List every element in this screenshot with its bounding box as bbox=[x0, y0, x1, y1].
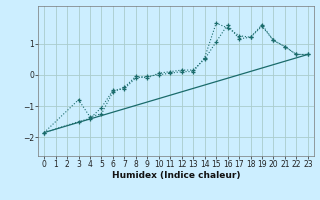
X-axis label: Humidex (Indice chaleur): Humidex (Indice chaleur) bbox=[112, 171, 240, 180]
